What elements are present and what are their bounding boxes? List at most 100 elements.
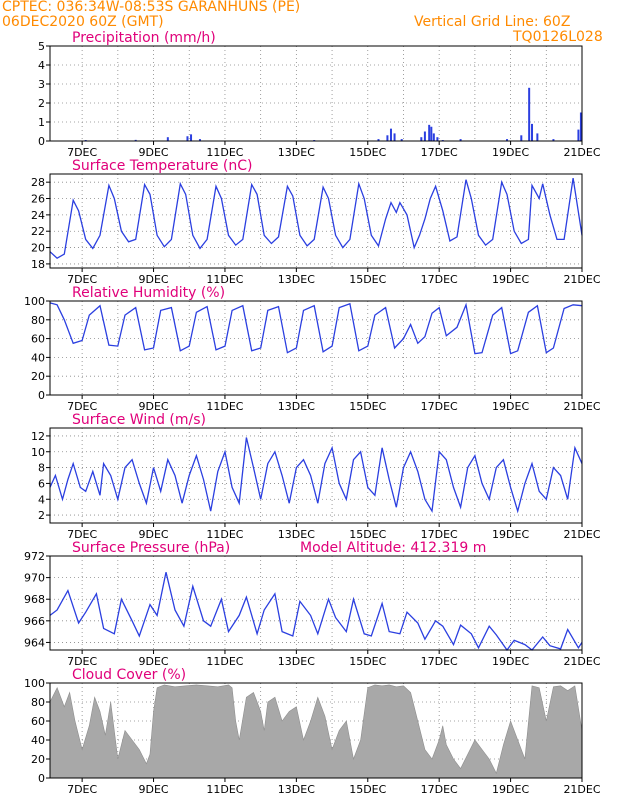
cloud-cover-xtick-label: 19DEC (492, 783, 529, 796)
humidity-xtick-label: 19DEC (492, 400, 529, 413)
cloud-cover-ytick-label: 0 (38, 772, 45, 785)
precipitation-bar (577, 129, 580, 141)
humidity-frame (49, 300, 583, 396)
precipitation-ytick-label: 4 (38, 59, 45, 72)
humidity-ytick-label: 100 (24, 295, 45, 308)
precipitation-ytick-label: 0 (38, 135, 45, 148)
chart-header: CPTEC: 036:34W-08:53S GARANHUNS (PE) 06D… (0, 0, 618, 46)
cloud-cover-xtick-label: 13DEC (278, 783, 315, 796)
precipitation-bar (186, 136, 189, 141)
precipitation-ytick-label: 2 (38, 97, 45, 110)
run-id: TQ0126L028 (513, 29, 603, 45)
pressure-xtick-label: 19DEC (492, 655, 529, 668)
cloud-cover-xtick-label: 15DEC (349, 783, 386, 796)
wind-xtick-label: 15DEC (349, 528, 386, 541)
cloud-cover-xtick-label: 21DEC (563, 783, 600, 796)
wind-ytick-label: 8 (38, 462, 45, 475)
wind-xtick-label: 11DEC (206, 528, 243, 541)
wind-xtick-label: 13DEC (278, 528, 315, 541)
cloud-cover-title: Cloud Cover (%) (72, 667, 186, 683)
precipitation-xtick-label: 11DEC (206, 146, 243, 159)
temperature-title: Surface Temperature (nC) (72, 158, 253, 174)
cloud-cover-ytick-label: 60 (31, 715, 45, 728)
cloud-cover-ytick-label: 100 (24, 677, 45, 690)
precipitation-bar (423, 131, 426, 141)
cloud-cover-ytick-label: 40 (31, 734, 45, 747)
pressure-ytick-label: 972 (24, 550, 45, 563)
wind-ytick-label: 6 (38, 477, 45, 490)
precipitation-xtick-label: 21DEC (563, 146, 600, 159)
precipitation-xtick-label: 7DEC (67, 146, 97, 159)
temperature-frame (49, 173, 583, 269)
precipitation-bar (377, 139, 380, 141)
precipitation-bar (386, 135, 389, 141)
pressure-xtick-label: 15DEC (349, 655, 386, 668)
temperature-xtick-label: 17DEC (421, 273, 458, 286)
precipitation-bar (389, 128, 392, 141)
wind-ytick-label: 2 (38, 509, 45, 522)
precipitation-bar (400, 139, 403, 141)
pressure-xtick-label: 7DEC (67, 655, 97, 668)
precipitation-bar (190, 134, 193, 141)
pressure-xtick-label: 21DEC (563, 655, 600, 668)
precipitation-bar (134, 139, 137, 141)
humidity-xtick-label: 9DEC (138, 400, 168, 413)
precipitation-ytick-label: 1 (38, 116, 45, 129)
wind-line (49, 437, 583, 514)
temperature-xtick-label: 13DEC (278, 273, 315, 286)
precipitation-bar (528, 87, 531, 141)
precipitation-bar (552, 139, 555, 141)
precipitation-xtick-label: 15DEC (349, 146, 386, 159)
humidity-xtick-label: 13DEC (278, 400, 315, 413)
humidity-title: Relative Humidity (%) (72, 285, 225, 301)
wind-xtick-label: 19DEC (492, 528, 529, 541)
wind-frame (49, 427, 583, 524)
precipitation-bar (420, 137, 423, 141)
pressure-frame (49, 555, 583, 651)
pressure-ytick-label: 968 (24, 593, 45, 606)
pressure-xtick-label: 17DEC (421, 655, 458, 668)
pressure-title: Surface Pressure (hPa) (72, 540, 230, 556)
precipitation-ytick-label: 3 (38, 78, 45, 91)
cloud-cover-frame (49, 682, 583, 779)
humidity-xtick-label: 7DEC (67, 400, 97, 413)
precipitation-bar (393, 133, 396, 141)
wind-xtick-label: 9DEC (138, 528, 168, 541)
temperature-ytick-label: 22 (31, 225, 45, 238)
precipitation-bar (520, 135, 523, 141)
temperature-ytick-label: 28 (31, 176, 45, 189)
precipitation-bar (436, 137, 439, 141)
wind-xtick-label: 7DEC (67, 528, 97, 541)
precipitation-bar (430, 126, 433, 141)
humidity-ytick-label: 20 (31, 370, 45, 383)
precipitation-ytick-label: 5 (38, 40, 45, 53)
wind-xtick-label: 17DEC (421, 528, 458, 541)
precipitation-bar (166, 137, 169, 141)
wind-ytick-label: 4 (38, 493, 45, 506)
precipitation-bar (506, 139, 509, 141)
temperature-xtick-label: 11DEC (206, 273, 243, 286)
precipitation-bar (198, 139, 201, 141)
precipitation-title: Precipitation (mm/h) (72, 30, 216, 46)
temperature-line (49, 178, 583, 259)
pressure-ytick-label: 966 (24, 615, 45, 628)
pressure-xtick-label: 11DEC (206, 655, 243, 668)
humidity-ytick-label: 0 (38, 389, 45, 402)
temperature-xtick-label: 7DEC (67, 273, 97, 286)
humidity-xtick-label: 15DEC (349, 400, 386, 413)
run-date: 06DEC2020 60Z (GMT) (2, 14, 164, 30)
station-title: CPTEC: 036:34W-08:53S GARANHUNS (PE) (2, 0, 301, 15)
precipitation-bar (536, 133, 539, 141)
cloud-cover-xtick-label: 9DEC (138, 783, 168, 796)
pressure-ytick-label: 970 (24, 572, 45, 585)
temperature-xtick-label: 9DEC (138, 273, 168, 286)
cloud-cover-xtick-label: 11DEC (206, 783, 243, 796)
pressure-line (49, 572, 583, 652)
precipitation-xtick-label: 17DEC (421, 146, 458, 159)
temperature-ytick-label: 24 (31, 209, 45, 222)
wind-ytick-label: 10 (31, 446, 45, 459)
cloud-cover-area (49, 684, 583, 779)
pressure-ytick-label: 964 (24, 636, 45, 649)
pressure-xtick-label: 9DEC (138, 655, 168, 668)
